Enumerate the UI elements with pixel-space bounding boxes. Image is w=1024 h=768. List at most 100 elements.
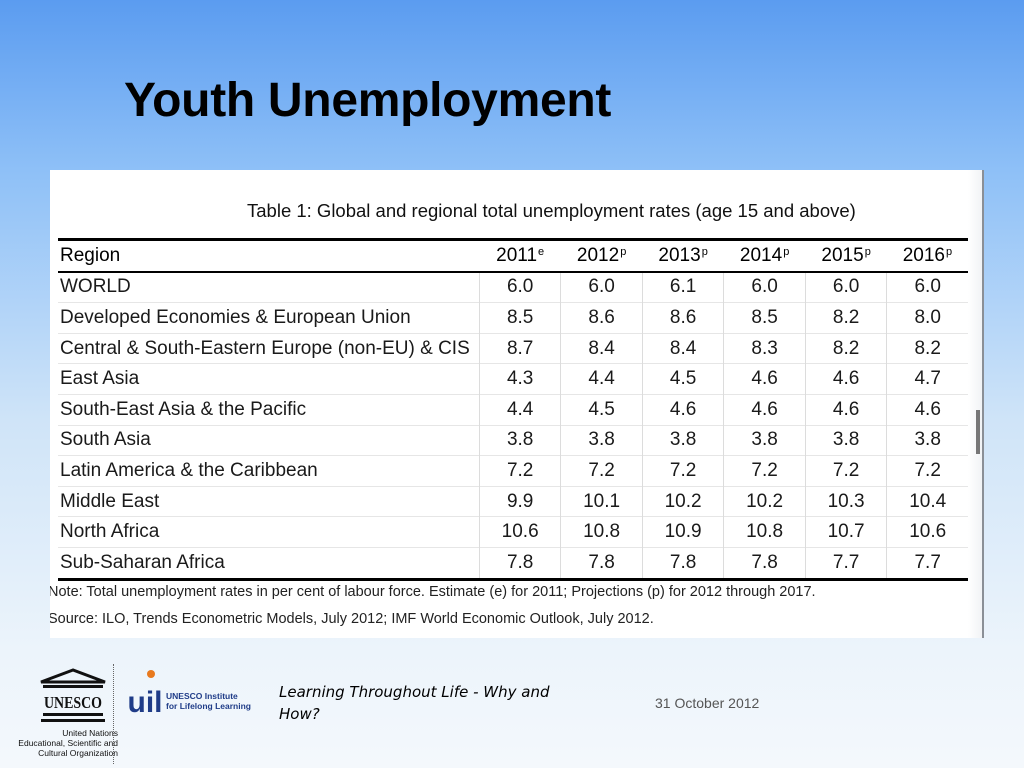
- table-row: WORLD 6.0 6.0 6.1 6.0 6.0 6.0: [58, 271, 968, 303]
- value-cell: 8.6: [641, 302, 724, 334]
- year-mark: p: [783, 245, 790, 258]
- value-cell: 8.5: [723, 302, 806, 334]
- value-cell: 10.9: [641, 516, 724, 548]
- value-cell: 8.2: [804, 333, 887, 364]
- year-label: 2014: [739, 244, 783, 266]
- value-cell: 6.0: [886, 271, 968, 303]
- value-cell: 7.7: [886, 547, 968, 580]
- value-cell: 10.6: [478, 516, 561, 548]
- region-cell: North Africa: [60, 521, 160, 543]
- value-cell: 7.2: [723, 455, 806, 487]
- value-cell: 6.1: [641, 271, 724, 303]
- year-label: 2011: [496, 244, 538, 266]
- unesco-org-line: Cultural Organization: [38, 748, 118, 758]
- table-note: Note: Total unemployment rates in per ce…: [50, 584, 816, 600]
- table-source: Source: ILO, Trends Econometric Models, …: [50, 611, 654, 627]
- value-cell: 4.6: [723, 394, 806, 426]
- uil-name-line: UNESCO Institute: [166, 691, 238, 701]
- uil-name: UNESCO Institute for Lifelong Learning: [166, 691, 251, 711]
- value-cell: 4.5: [641, 363, 724, 395]
- region-cell: WORLD: [60, 276, 131, 298]
- region-column-header: Region: [60, 244, 121, 266]
- value-cell: 6.0: [804, 271, 887, 303]
- edge-mark: [976, 410, 980, 454]
- value-cell: 10.2: [723, 486, 806, 517]
- region-cell: Sub-Saharan Africa: [60, 551, 225, 573]
- unesco-org-line: Educational, Scientific and: [18, 738, 118, 748]
- value-cell: 6.0: [560, 271, 643, 303]
- value-cell: 7.8: [560, 547, 643, 580]
- value-cell: 7.8: [641, 547, 724, 580]
- table-row: South-East Asia & the Pacific 4.4 4.5 4.6 4.…: [58, 394, 968, 426]
- value-cell: 7.2: [560, 455, 643, 487]
- year-column-header: 2013p: [642, 240, 724, 272]
- value-cell: 4.5: [560, 394, 643, 426]
- value-cell: 6.0: [478, 271, 561, 303]
- unesco-logo: UNESCO: [40, 668, 106, 722]
- table-row: East Asia 4.3 4.4 4.5 4.6 4.6 4.7: [58, 363, 968, 395]
- region-cell: Central & South-Eastern Europe (non-EU) …: [60, 337, 470, 359]
- uil-logo-text: uil: [128, 686, 163, 719]
- unesco-org-line: United Nations: [62, 728, 118, 738]
- value-cell: 8.2: [886, 333, 968, 364]
- value-cell: 7.8: [478, 547, 561, 580]
- value-cell: 7.2: [641, 455, 724, 487]
- table-row: Sub-Saharan Africa 7.8 7.8 7.8 7.8 7.7 7.7: [58, 547, 968, 580]
- value-cell: 9.9: [478, 486, 561, 517]
- value-cell: 10.6: [886, 516, 968, 548]
- unemployment-table: Region 2011e 2012p 2013p 2014p 2015p 2016p WO…: [58, 238, 968, 581]
- value-cell: 4.6: [723, 363, 806, 395]
- year-column-header: 2011e: [479, 240, 560, 272]
- year-column-header: 2016p: [887, 240, 968, 272]
- slide-title: Youth Unemployment: [124, 74, 612, 127]
- year-label: 2015: [821, 244, 864, 266]
- logo-divider: [113, 664, 114, 764]
- value-cell: 4.6: [886, 394, 968, 426]
- value-cell: 10.4: [886, 486, 968, 517]
- unesco-org-name: United Nations Educational, Scientific a…: [2, 728, 118, 758]
- value-cell: 8.5: [478, 302, 561, 334]
- year-mark: p: [701, 245, 708, 258]
- value-cell: 7.2: [886, 455, 968, 487]
- value-cell: 4.4: [560, 363, 643, 395]
- value-cell: 7.2: [804, 455, 887, 487]
- year-mark: p: [946, 245, 953, 258]
- value-cell: 8.0: [886, 302, 968, 334]
- region-cell: South-East Asia & the Pacific: [60, 398, 307, 420]
- value-cell: 7.2: [478, 455, 561, 487]
- value-cell: 8.7: [478, 333, 561, 364]
- value-cell: 10.1: [560, 486, 643, 517]
- value-cell: 8.3: [723, 333, 806, 364]
- table-header-row: Region 2011e 2012p 2013p 2014p 2015p 2016p: [58, 239, 968, 272]
- year-mark: e: [538, 245, 545, 258]
- value-cell: 4.6: [804, 394, 887, 426]
- unesco-logo-text: UNESCO: [44, 693, 102, 712]
- region-cell: South Asia: [60, 429, 151, 451]
- year-column-header: 2014p: [724, 240, 806, 272]
- table-row: South Asia 3.8 3.8 3.8 3.8 3.8 3.8: [58, 425, 968, 456]
- table-image-edge: [968, 170, 984, 638]
- value-cell: 6.0: [723, 271, 806, 303]
- year-label: 2013: [658, 244, 701, 266]
- value-cell: 3.8: [478, 425, 561, 456]
- table-body: WORLD 6.0 6.0 6.1 6.0 6.0 6.0 Developed Economi…: [58, 271, 968, 580]
- year-mark: p: [620, 245, 627, 258]
- value-cell: 3.8: [560, 425, 643, 456]
- unemployment-table-image: Table 1: Global and regional total unemp…: [50, 170, 968, 638]
- region-cell: East Asia: [60, 368, 140, 390]
- table-row: North Africa 10.6 10.8 10.9 10.8 10.7 10.6: [58, 516, 968, 548]
- table-caption: Table 1: Global and regional total unemp…: [247, 200, 856, 221]
- value-cell: 4.6: [641, 394, 724, 426]
- uil-name-line: for Lifelong Learning: [166, 701, 251, 711]
- year-label: 2016: [902, 244, 945, 266]
- value-cell: 8.4: [641, 333, 724, 364]
- value-cell: 7.7: [804, 547, 887, 580]
- table-row: Developed Economies & European Union 8.5 8…: [58, 302, 968, 334]
- value-cell: 3.8: [723, 425, 806, 456]
- value-cell: 8.2: [804, 302, 887, 334]
- value-cell: 4.7: [886, 363, 968, 395]
- value-cell: 10.8: [560, 516, 643, 548]
- uil-logo: uil: [128, 670, 163, 719]
- year-label: 2012: [576, 244, 620, 266]
- value-cell: 10.2: [641, 486, 724, 517]
